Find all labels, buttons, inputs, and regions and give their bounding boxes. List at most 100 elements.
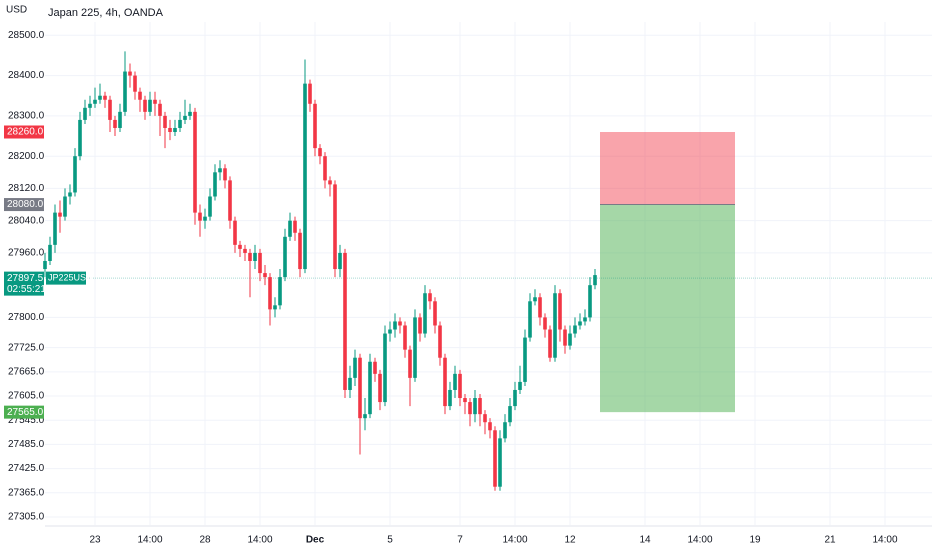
x-tick-label: 7 xyxy=(457,535,463,546)
candle-body xyxy=(498,438,502,487)
x-tick-label: 14:00 xyxy=(137,535,162,546)
candle-body xyxy=(368,361,372,415)
candle-body xyxy=(208,196,212,217)
candle-body xyxy=(183,115,187,120)
x-tick-label: 5 xyxy=(387,535,393,546)
candle-body xyxy=(458,373,462,399)
candle-body xyxy=(108,99,112,120)
candle-body xyxy=(353,357,357,378)
candle-body xyxy=(503,422,507,439)
y-tick-label: 28200.0 xyxy=(8,151,45,162)
y-tick-label: 27545.0 xyxy=(8,415,45,426)
candle-body xyxy=(443,357,447,407)
x-tick-label: 14 xyxy=(639,535,651,546)
candle-body xyxy=(428,293,432,302)
x-tick-label: 23 xyxy=(89,535,101,546)
candle-body xyxy=(168,127,172,133)
candle-body xyxy=(398,321,402,326)
candle-body xyxy=(233,220,237,245)
candle-body xyxy=(158,103,162,116)
y-tick-label: 27425.0 xyxy=(8,463,45,474)
candle-body xyxy=(473,398,477,415)
candle-body xyxy=(508,406,512,423)
candle-body xyxy=(433,301,437,326)
candle-body xyxy=(543,317,547,330)
candle-body xyxy=(383,333,387,403)
chart-title: Japan 225, 4h, OANDA xyxy=(48,7,164,19)
candle-body xyxy=(588,285,592,318)
price-label-box xyxy=(4,125,44,139)
candle-body xyxy=(133,75,137,92)
candle-body xyxy=(528,301,532,338)
candle-body xyxy=(418,317,422,334)
candle-body xyxy=(373,361,377,374)
candle-body xyxy=(123,71,127,112)
symbol-label: JP225USD xyxy=(48,272,93,282)
candle-body xyxy=(438,325,442,358)
candle-body xyxy=(68,192,72,197)
candle-body xyxy=(218,168,222,173)
candle-body xyxy=(78,119,82,157)
candle-body xyxy=(553,293,557,358)
candle-body xyxy=(358,357,362,419)
candle-body xyxy=(273,305,277,310)
price-label-box xyxy=(4,198,44,212)
candle-body xyxy=(148,99,152,112)
candle-body xyxy=(423,293,427,334)
price-label: 28260.0 xyxy=(7,127,44,138)
candle-body xyxy=(468,402,472,415)
x-tick-label: 14:00 xyxy=(502,535,527,546)
candle-body xyxy=(178,119,182,128)
candle-body xyxy=(113,119,117,128)
candle-body xyxy=(53,212,57,245)
candle-body xyxy=(323,156,327,181)
candle-body xyxy=(203,216,207,221)
price-label-box xyxy=(4,405,44,419)
candle-body xyxy=(478,398,482,415)
candle-body xyxy=(338,252,342,270)
candle-body xyxy=(328,180,332,185)
candle-body xyxy=(558,293,562,330)
candle-body xyxy=(243,248,247,253)
candle-body xyxy=(163,115,167,128)
candle-body xyxy=(488,422,492,431)
candle-body xyxy=(193,111,197,213)
candle-body xyxy=(138,91,142,100)
candle-body xyxy=(318,148,322,157)
candle-body xyxy=(88,103,92,108)
symbol-box xyxy=(46,271,86,285)
candle-body xyxy=(313,103,317,149)
x-tick-label: 14:00 xyxy=(687,535,712,546)
target-zone xyxy=(600,204,735,413)
x-tick-label: 14:00 xyxy=(247,535,272,546)
candle-body xyxy=(393,321,397,330)
candle-body xyxy=(198,212,202,221)
candle-body xyxy=(518,381,522,390)
candle-body xyxy=(83,107,87,120)
countdown: 02:55:21 xyxy=(7,284,46,295)
candle-body xyxy=(483,414,487,423)
candle-body xyxy=(43,260,47,270)
y-tick-label: 27725.0 xyxy=(8,342,45,353)
candle-body xyxy=(493,430,497,487)
y-tick-label: 28500.0 xyxy=(8,30,45,41)
candle-body xyxy=(413,317,417,378)
y-tick-label: 27365.0 xyxy=(8,487,45,498)
candle-body xyxy=(583,317,587,322)
candle-body xyxy=(258,252,262,274)
candle-body xyxy=(293,220,297,233)
candle-body xyxy=(283,236,287,278)
candle-body xyxy=(448,389,452,407)
y-tick-label: 27485.0 xyxy=(8,439,45,450)
candle-body xyxy=(128,71,132,76)
candle-body xyxy=(153,99,157,104)
y-tick-label: 28400.0 xyxy=(8,70,45,81)
candle-body xyxy=(568,333,572,346)
y-tick-label: 27305.0 xyxy=(8,512,45,523)
candle-body xyxy=(363,414,367,419)
candle-body xyxy=(248,252,252,261)
candle-body xyxy=(228,180,232,221)
candle-body xyxy=(118,111,122,128)
